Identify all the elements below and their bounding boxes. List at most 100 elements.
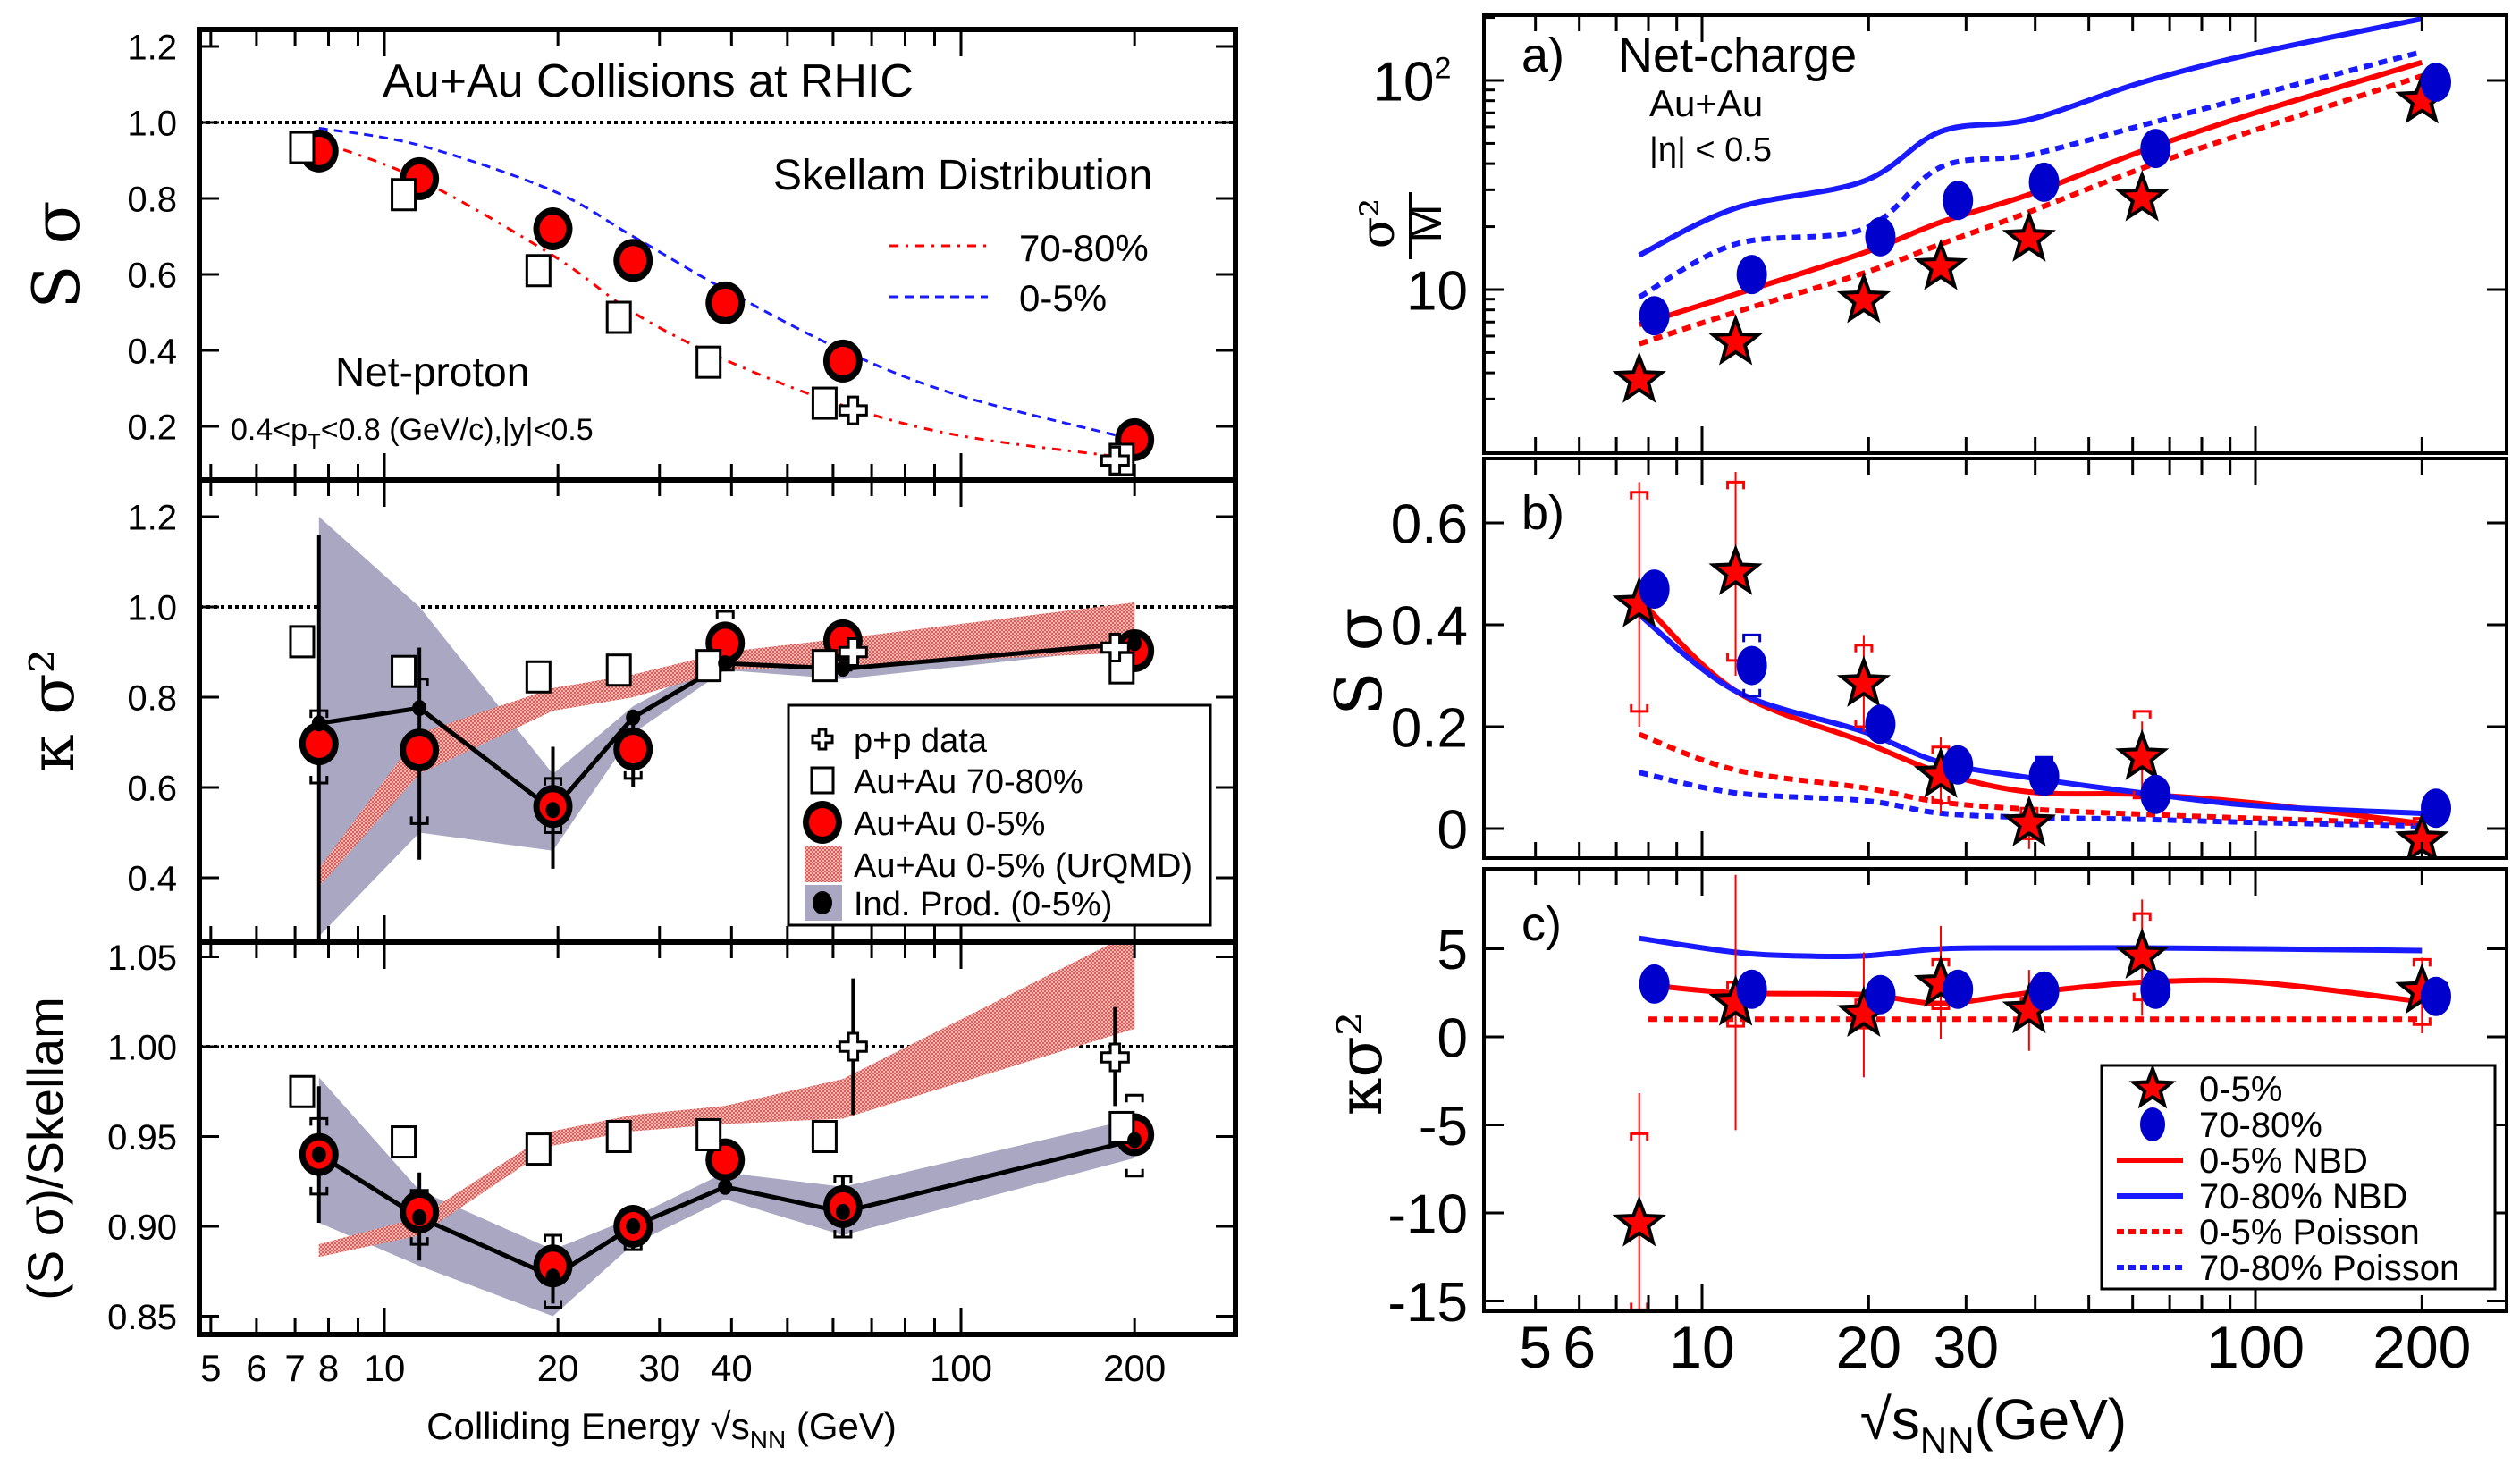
legend-label: p+p data: [854, 722, 988, 760]
data-point-blue-70-80: [1865, 216, 1896, 257]
data-point-70-80: [811, 1120, 838, 1153]
sys-cap-bottom: [309, 775, 329, 785]
data-point-0-5: [299, 722, 339, 766]
y-tick-label: 0.6: [127, 256, 177, 295]
ind-prod-band: [318, 517, 1135, 937]
sys-error-bar: [1742, 633, 1762, 698]
auau-label: Au+Au: [1649, 82, 1763, 124]
plot-area: [289, 517, 1155, 941]
eta-label: |η| < 0.5: [1649, 131, 1772, 169]
sys-cap-top: [1125, 1093, 1144, 1103]
y-tick-label: 0.95: [107, 1118, 177, 1158]
data-point-star-0-5: [2115, 927, 2170, 980]
data-point-blue-70-80: [2140, 774, 2171, 814]
data-point-70-80: [605, 300, 632, 334]
data-point-star-0-5: [2002, 210, 2057, 262]
data-point-blue-70-80: [1639, 964, 1670, 1004]
y-tick-label: 0: [1437, 1007, 1468, 1069]
data-point-70-80: [605, 1120, 632, 1153]
data-point-star-0-5: [2115, 728, 2170, 780]
curve-skellam-70-80-: [318, 139, 1135, 460]
data-point-ind-prod: [545, 802, 560, 819]
data-point-star-0-5: [2115, 170, 2170, 222]
sys-cap-bottom: [2412, 1017, 2432, 1026]
data-point-0-5: [533, 207, 573, 250]
data-point-70-80: [289, 131, 316, 164]
ylabel-ratio: (S σ)/Skellam: [17, 997, 73, 1301]
data-point-pp: [838, 395, 868, 425]
data-point-blue-70-80: [1943, 745, 1974, 785]
sys-cap-top: [1726, 480, 1746, 490]
sys-cap-bottom: [1726, 1019, 1746, 1028]
y-tick-label: 0.8: [127, 678, 177, 718]
data-point-70-80: [391, 1125, 417, 1159]
left-x-tick-label: 6: [246, 1347, 266, 1389]
data-point-70-80: [289, 625, 316, 659]
left-x-tick-label: 8: [318, 1347, 339, 1389]
legend-label: 70-80% Poisson: [2199, 1249, 2459, 1288]
ylabel-c-kappasigma2: κσ²: [1326, 1012, 1396, 1116]
legend-label: 70-80%: [2199, 1106, 2322, 1145]
sys-cap-top: [715, 610, 735, 619]
legend-label: Au+Au 70-80%: [854, 763, 1083, 801]
sys-cap-top: [544, 777, 563, 786]
sys-cap-top: [833, 1175, 853, 1183]
data-point-ind-prod: [412, 1208, 427, 1225]
y-tick-label: 0.4: [1391, 595, 1468, 657]
data-point-ind-prod: [311, 715, 326, 732]
sys-error-bar: [544, 1233, 563, 1309]
right-xtitle-s: √s: [1860, 1387, 1920, 1452]
right-x-tick-label: 100: [2206, 1314, 2305, 1380]
ylabel-M: M: [1400, 204, 1452, 242]
sys-cap-bottom: [623, 770, 643, 780]
red-circle-fill: [829, 346, 856, 375]
data-point-star-0-5: [1913, 239, 1968, 290]
data-point-70-80: [391, 178, 417, 212]
sys-cap-bottom: [1931, 796, 1951, 804]
data-point-70-80: [525, 254, 552, 288]
data-point-70-80: [695, 345, 722, 379]
red-circle-fill: [809, 808, 836, 837]
legend-label: 0-5%: [2199, 1070, 2282, 1109]
left-x-tick-label: 40: [711, 1347, 753, 1389]
legend-label: Au+Au 0-5%: [854, 805, 1045, 843]
data-point-0-5: [533, 1244, 573, 1288]
data-point-star-0-5: [1612, 351, 1666, 403]
panel-c-label: c): [1521, 897, 1562, 951]
red-circle-fill: [712, 1145, 739, 1175]
data-point-70-80: [811, 386, 838, 420]
panel-frame: [197, 939, 1238, 1337]
data-point-ind-prod: [1127, 1132, 1142, 1149]
legend-icon-blue-circle: [2140, 1107, 2165, 1141]
sys-cap-bottom: [409, 816, 429, 825]
left-x-tick-label: 7: [284, 1347, 305, 1389]
red-circle-fill: [539, 1251, 567, 1281]
data-point-0-5: [613, 728, 653, 771]
legend-frame: [787, 703, 1212, 927]
data-point-star-0-5: [1836, 655, 1892, 707]
data-point-0-5: [705, 281, 746, 324]
data-point-ind-prod: [835, 1203, 850, 1220]
data-point-pp: [1100, 445, 1130, 476]
data-point-blue-70-80: [1943, 181, 1974, 221]
y-tick-label: 1.0: [127, 104, 177, 143]
left-xtitle-prefix: Colliding Energy: [426, 1405, 711, 1447]
legend-icon-square: [810, 766, 835, 795]
y-tick-label: 0.2: [127, 408, 177, 447]
y-tick-label: 1.0: [127, 588, 177, 627]
y-tick-label: 1.05: [107, 939, 177, 978]
panel-net-charge-Ssigma: 0 0.2 0.4 0.6: [1391, 457, 2508, 861]
y-tick-label: 0.6: [127, 769, 177, 808]
data-point-star-0-5: [1708, 314, 1763, 366]
data-point-blue-70-80: [1736, 255, 1767, 295]
data-point-blue-70-80: [2028, 971, 2060, 1011]
data-point-ind-prod: [311, 1146, 326, 1163]
data-point-blue-70-80: [1736, 969, 1767, 1009]
ylabel-b-Ssigma: S σ: [1321, 607, 1396, 715]
legend-frame: [2100, 1064, 2497, 1291]
legend-icon-star: [2128, 1064, 2177, 1109]
data-point-ind-prod: [835, 661, 850, 678]
legend-icon-urqmd: [805, 846, 842, 882]
net-proton-label: Net-proton: [335, 349, 529, 395]
